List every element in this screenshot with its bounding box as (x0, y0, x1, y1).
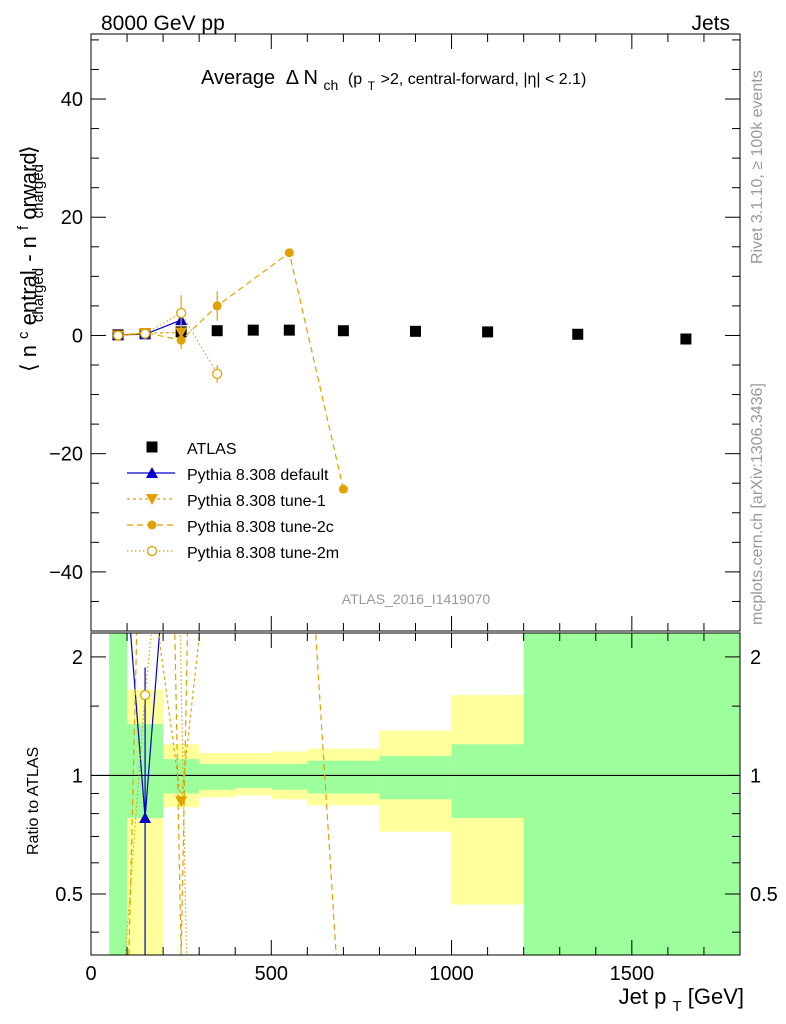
point-atlas (337, 325, 349, 337)
plot-title-delta: Δ N (286, 67, 318, 89)
plot-title-main: Average (201, 67, 275, 89)
uncertainty-band-green (523, 633, 740, 955)
point-atlas (572, 328, 584, 340)
y-axis-label: ⟨ n c entral charged - n f orward charge… (8, 145, 48, 372)
rivet-label: Rivet 3.1.10, ≥ 100k events (749, 70, 766, 264)
point-atlas (247, 324, 259, 336)
point-atlas (283, 324, 295, 336)
plot-title-cond-sub: T (368, 79, 376, 93)
ratio-plot: 0.5 0.5 1 1 2 2 0 500 1000 1500 Ratio to ATLAS Je… (25, 632, 778, 1016)
ratio-ytick-label-right: 2 (750, 647, 761, 669)
ratio-y-label: Ratio to ATLAS (25, 747, 42, 855)
legend-label-tune-1: Pythia 8.308 tune-1 (187, 493, 326, 510)
xlabel-part-0: Jet p (619, 984, 667, 1009)
top-ytick-label: 40 (61, 89, 83, 111)
ratio-clip (91, 633, 740, 955)
ylabel-part-3: charged (30, 268, 47, 322)
plot-title-cond-open: (p (348, 71, 362, 88)
point-pythia-8-308-tune-2c (284, 248, 294, 258)
top-series-clip (112, 248, 692, 494)
ylabel-part-8: ⟩ (16, 145, 41, 154)
legend: ATLAS Pythia 8.308 default Pythia 8.308 … (127, 441, 339, 562)
uncertainty-band-green (199, 763, 236, 790)
point-atlas (482, 326, 494, 338)
top-ytick-label: 20 (61, 207, 83, 229)
uncertainty-band-green (163, 759, 200, 794)
legend-marker-pythia-8-308-tune-2c (147, 520, 157, 530)
mcplots-label: mcplots.cern.ch [arXiv:1306.3436] (749, 383, 766, 625)
plot-title: Average Δ N ch (p T >2, central-forward,… (201, 67, 586, 95)
ratio-ytick-label: 0.5 (55, 884, 83, 906)
x-tick-label: 1000 (429, 963, 474, 985)
legend-label-default: Pythia 8.308 default (187, 467, 329, 484)
point-pythia-8-308-tune-2m (212, 368, 223, 380)
ratio-line-pythia-8-308-tune-2m (124, 633, 212, 955)
legend-marker-pythia-8-308-tune-2m (146, 545, 158, 557)
legend-marker-pythia-8-308-default (146, 467, 158, 478)
point-pythia-8-308-tune-2c (176, 335, 186, 345)
legend-label-tune-2m: Pythia 8.308 tune-2m (187, 545, 339, 562)
main-plot: −40 −20 0 20 40 Average Δ N ch (p T >2, cent… (8, 33, 741, 632)
point-atlas (680, 333, 692, 345)
point-atlas (410, 325, 421, 337)
top-axis-layer: −40 −20 0 20 40 (49, 34, 741, 632)
legend-marker-atlas (146, 441, 158, 453)
top-grid-layer (112, 248, 692, 494)
header-left: 8000 GeV pp (101, 12, 225, 35)
point-pythia-8-308-tune-2m (139, 328, 151, 339)
header-right: Jets (691, 12, 730, 35)
point-atlas (211, 325, 223, 337)
legend-marker-pythia-8-308-tune-1 (146, 494, 158, 505)
uncertainty-band-green (109, 633, 128, 955)
point-pythia-8-308-tune-2c (212, 301, 222, 311)
ratio-axis-layer: 0.5 0.5 1 1 2 2 0 500 1000 1500 (55, 633, 778, 985)
x-tick-label: 0 (85, 963, 96, 985)
point-pythia-8-308-tune-2c (338, 484, 348, 494)
x-tick-label: 1500 (610, 963, 655, 985)
ratio-point-pythia-8-308-default (139, 811, 152, 823)
point-pythia-8-308-tune-2m (112, 330, 124, 341)
top-ytick-label: −40 (49, 562, 83, 584)
top-ytick-label: −20 (49, 444, 83, 466)
uncertainty-band-green (451, 744, 524, 818)
uncertainty-band-green (271, 763, 308, 790)
legend-label-atlas: ATLAS (187, 441, 237, 458)
point-pythia-8-308-tune-2m (175, 307, 187, 319)
series-line-pythia-8-308-tune-2m (118, 312, 218, 375)
x-tick-label: 500 (255, 963, 288, 985)
ylabel-part-4: - n (16, 236, 41, 262)
uncertainty-band-green (379, 756, 452, 800)
plot-title-sub: ch (324, 77, 339, 93)
xlabel-part-1: T (672, 998, 681, 1015)
ylabel-part-2: entral (16, 270, 41, 325)
ylabel-part-1: c (15, 331, 32, 339)
plot-title-cond-close: >2, central-forward, |η| < 2.1) (381, 71, 587, 88)
ratio-ytick-label: 1 (72, 765, 83, 787)
ratio-ytick-label-right: 1 (750, 765, 761, 787)
ratio-ytick-label: 2 (72, 647, 83, 669)
x-axis-label: Jet p T [GeV] (619, 984, 744, 1016)
xlabel-part-2: [GeV] (688, 984, 744, 1009)
ylabel-part-7: charged (30, 164, 47, 218)
ratio-ytick-label-right: 0.5 (750, 884, 778, 906)
legend-label-tune-2c: Pythia 8.308 tune-2c (187, 519, 334, 536)
ratio-layer (91, 633, 740, 955)
top-ytick-label: 0 (72, 325, 83, 347)
analysis-watermark: ATLAS_2016_I1419070 (342, 591, 491, 607)
ylabel-part-0: ⟨ n (16, 345, 41, 372)
ratio-point-pythia-8-308-tune-2m (139, 689, 151, 701)
uncertainty-band-green (307, 760, 380, 794)
ylabel-part-5: f (15, 225, 32, 230)
